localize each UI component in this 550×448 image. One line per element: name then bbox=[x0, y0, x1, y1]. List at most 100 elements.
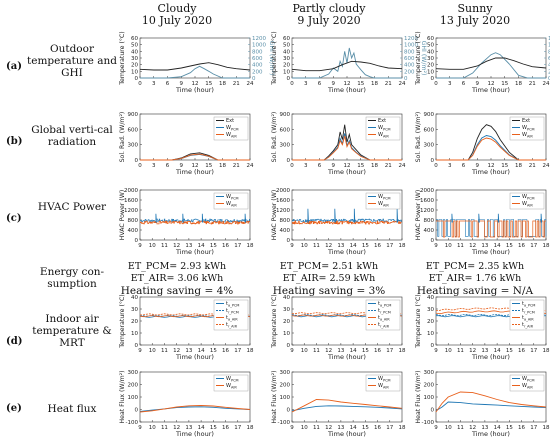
energy-sunny: ET_PCM= 2.35 kWh ET_AIR= 1.76 kWh Heatin… bbox=[400, 261, 550, 297]
x-tick-label: 9 bbox=[476, 163, 480, 169]
y-tick-label: 30 bbox=[427, 307, 434, 313]
x-axis-label: Time (hour) bbox=[175, 168, 214, 176]
y2-tick-label: 1000 bbox=[404, 43, 418, 49]
x-tick-label: 21 bbox=[233, 81, 240, 87]
hvac-spike bbox=[334, 208, 336, 223]
x-tick-label: 18 bbox=[515, 163, 522, 169]
heat-flux-air-line bbox=[139, 405, 251, 413]
legend-entry: WPCM bbox=[378, 125, 391, 131]
temperature-series-3 bbox=[292, 312, 403, 315]
y-tick-label: 800 bbox=[424, 218, 435, 224]
x-tick-label: 3 bbox=[152, 81, 156, 87]
y-tick-label: 900 bbox=[280, 112, 291, 118]
legend-entry: WAIR bbox=[226, 383, 237, 389]
legend-entry: WPCM bbox=[226, 194, 239, 200]
plot-e-2: 9 10 11 12 13 14 15 16 17 18 -100 0 100 200 300 Time (h… bbox=[415, 370, 550, 438]
plot-b-1: 0 3 6 9 12 15 18 21 24 0 300 600 900 Time (hour) Sol. … bbox=[271, 112, 406, 176]
y-tick-label: 600 bbox=[280, 127, 291, 133]
heating-saving: Heating saving = N/A bbox=[416, 285, 534, 297]
x-tick-label: 10 bbox=[301, 243, 308, 249]
y-tick-label: 300 bbox=[280, 370, 291, 376]
x-tick-label: 14 bbox=[350, 348, 357, 354]
x-tick-label: 18 bbox=[247, 425, 254, 431]
x-tick-label: 9 bbox=[138, 425, 142, 431]
y-tick-label: 0 bbox=[287, 343, 291, 349]
x-tick-label: 12 bbox=[173, 425, 180, 431]
x-tick-label: 6 bbox=[166, 81, 170, 87]
x-tick-label: 13 bbox=[185, 348, 192, 354]
y2-tick-label: 1000 bbox=[252, 43, 266, 49]
heat-flux-pcm-line bbox=[435, 401, 547, 412]
x-tick-label: 18 bbox=[543, 348, 550, 354]
y-tick-label: 300 bbox=[424, 370, 435, 376]
y-tick-label: 300 bbox=[424, 143, 435, 149]
y-tick-label: 60 bbox=[283, 36, 290, 42]
x-tick-label: 15 bbox=[506, 243, 513, 249]
legend-entry: tr_AIR bbox=[226, 322, 238, 328]
y-axis-label: HVAC Power (W) bbox=[271, 190, 278, 241]
x-tick-label: 10 bbox=[301, 348, 308, 354]
column-condition: Partly cloudy bbox=[292, 2, 366, 15]
x-tick-label: 18 bbox=[399, 243, 406, 249]
y2-tick-label: 800 bbox=[548, 49, 550, 55]
plot-c-2: 9 10 11 12 13 14 15 16 17 18 0 400 800 1200 1600 2000 Ti… bbox=[415, 188, 550, 256]
row-label-a: Outdoor temperature and GHI bbox=[27, 43, 117, 79]
x-tick-label: 24 bbox=[247, 163, 254, 169]
legend-entry: WPCM bbox=[226, 376, 239, 382]
y2-tick-label: 400 bbox=[548, 63, 550, 69]
x-tick-label: 18 bbox=[247, 243, 254, 249]
y2-tick-label: 1200 bbox=[404, 36, 418, 42]
x-tick-label: 6 bbox=[166, 163, 170, 169]
y-tick-label: 10 bbox=[427, 331, 434, 337]
y-tick-label: 0 bbox=[135, 408, 139, 414]
x-tick-label: 18 bbox=[219, 163, 226, 169]
temperature-line bbox=[435, 57, 547, 70]
y-tick-label: 200 bbox=[424, 383, 435, 389]
x-tick-label: 12 bbox=[325, 243, 332, 249]
x-tick-label: 15 bbox=[210, 425, 217, 431]
y-tick-label: 0 bbox=[135, 238, 139, 244]
y-tick-label: 100 bbox=[128, 395, 139, 401]
x-tick-label: 18 bbox=[399, 348, 406, 354]
ghi-line bbox=[140, 65, 250, 79]
plot-b-0: 0 3 6 9 12 15 18 21 24 0 300 600 900 Time (hour) Sol. … bbox=[119, 112, 254, 176]
y-tick-label: 60 bbox=[131, 36, 138, 42]
y-tick-label: 10 bbox=[131, 69, 138, 75]
y-axis-label: Temperature (°C) bbox=[414, 31, 422, 85]
x-tick-label: 9 bbox=[138, 348, 142, 354]
y-axis-label: Temperature (°C) bbox=[118, 31, 126, 85]
energy-cloudy: ET_PCM= 2.93 kWh ET_AIR= 3.06 kWh Heatin… bbox=[102, 261, 252, 297]
y-tick-label: 600 bbox=[424, 127, 435, 133]
y-tick-label: 10 bbox=[283, 69, 290, 75]
y-tick-label: 20 bbox=[131, 63, 138, 69]
x-axis-label: Time (hour) bbox=[175, 353, 214, 361]
y-axis-label: Sol. Rad. (W/m²) bbox=[415, 112, 422, 163]
y-tick-label: 0 bbox=[135, 76, 139, 82]
x-axis-label: Time (hour) bbox=[471, 168, 510, 176]
y-tick-label: 0 bbox=[287, 408, 291, 414]
row-label-b: Global verti-cal radiation bbox=[31, 124, 113, 148]
x-tick-label: 9 bbox=[434, 348, 438, 354]
heat-flux-pcm-line bbox=[291, 405, 403, 412]
x-tick-label: 13 bbox=[481, 243, 488, 249]
x-tick-label: 16 bbox=[222, 425, 229, 431]
x-tick-label: 13 bbox=[337, 425, 344, 431]
x-tick-label: 3 bbox=[304, 163, 308, 169]
y-tick-label: 0 bbox=[431, 343, 435, 349]
x-axis-label: Time (hour) bbox=[327, 248, 366, 256]
y2-tick-label: 600 bbox=[404, 56, 415, 62]
legend-entry: ta_AIR bbox=[522, 315, 534, 321]
x-tick-label: 17 bbox=[530, 348, 537, 354]
y-tick-label: 300 bbox=[280, 143, 291, 149]
row-label-d: Indoor air temperature & MRT bbox=[32, 313, 112, 349]
hvac-air-line bbox=[140, 220, 250, 225]
x-tick-label: 15 bbox=[357, 163, 364, 169]
legend-entry: WPCM bbox=[378, 194, 391, 200]
row-letter-d: (d) bbox=[6, 336, 23, 347]
plot-frame bbox=[435, 37, 547, 79]
